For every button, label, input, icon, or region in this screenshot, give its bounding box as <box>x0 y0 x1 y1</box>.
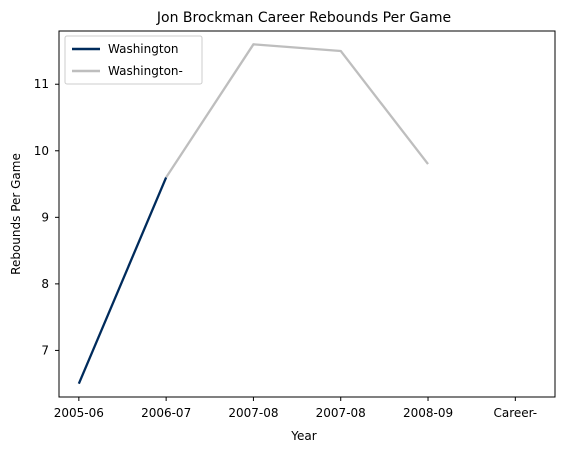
x-tick-label: 2007-08 <box>316 406 366 420</box>
x-tick-label: 2008-09 <box>403 406 453 420</box>
plot-frame <box>58 30 556 398</box>
plot-area <box>58 30 556 398</box>
series-line-1 <box>165 43 429 179</box>
legend-label-washington-dash: Washington- <box>108 64 183 78</box>
x-axis-label: Year <box>290 429 316 443</box>
y-tick-label: 10 <box>34 144 49 158</box>
x-tick-label: Career- <box>493 406 537 420</box>
legend: Washington Washington- <box>64 35 203 85</box>
x-tick-label: 2007-08 <box>228 406 278 420</box>
legend-label-washington: Washington <box>108 42 179 56</box>
y-tick-label: 8 <box>41 277 49 291</box>
y-tick-label: 11 <box>34 77 49 91</box>
y-axis-ticks: 7 8 9 10 11 <box>34 77 59 357</box>
x-tick-label: 2005-06 <box>54 406 104 420</box>
series-lines <box>77 43 429 385</box>
y-tick-label: 7 <box>41 343 49 357</box>
x-tick-label: 2006-07 <box>141 406 191 420</box>
x-axis-ticks: 2005-06 2006-07 2007-08 2007-08 2008-09 Caree… <box>54 397 537 420</box>
series-line-0 <box>77 176 168 385</box>
chart-title: Jon Brockman Career Rebounds Per Game <box>156 10 451 26</box>
y-axis-label: Rebounds Per Game <box>9 153 23 275</box>
y-tick-label: 9 <box>41 210 49 224</box>
